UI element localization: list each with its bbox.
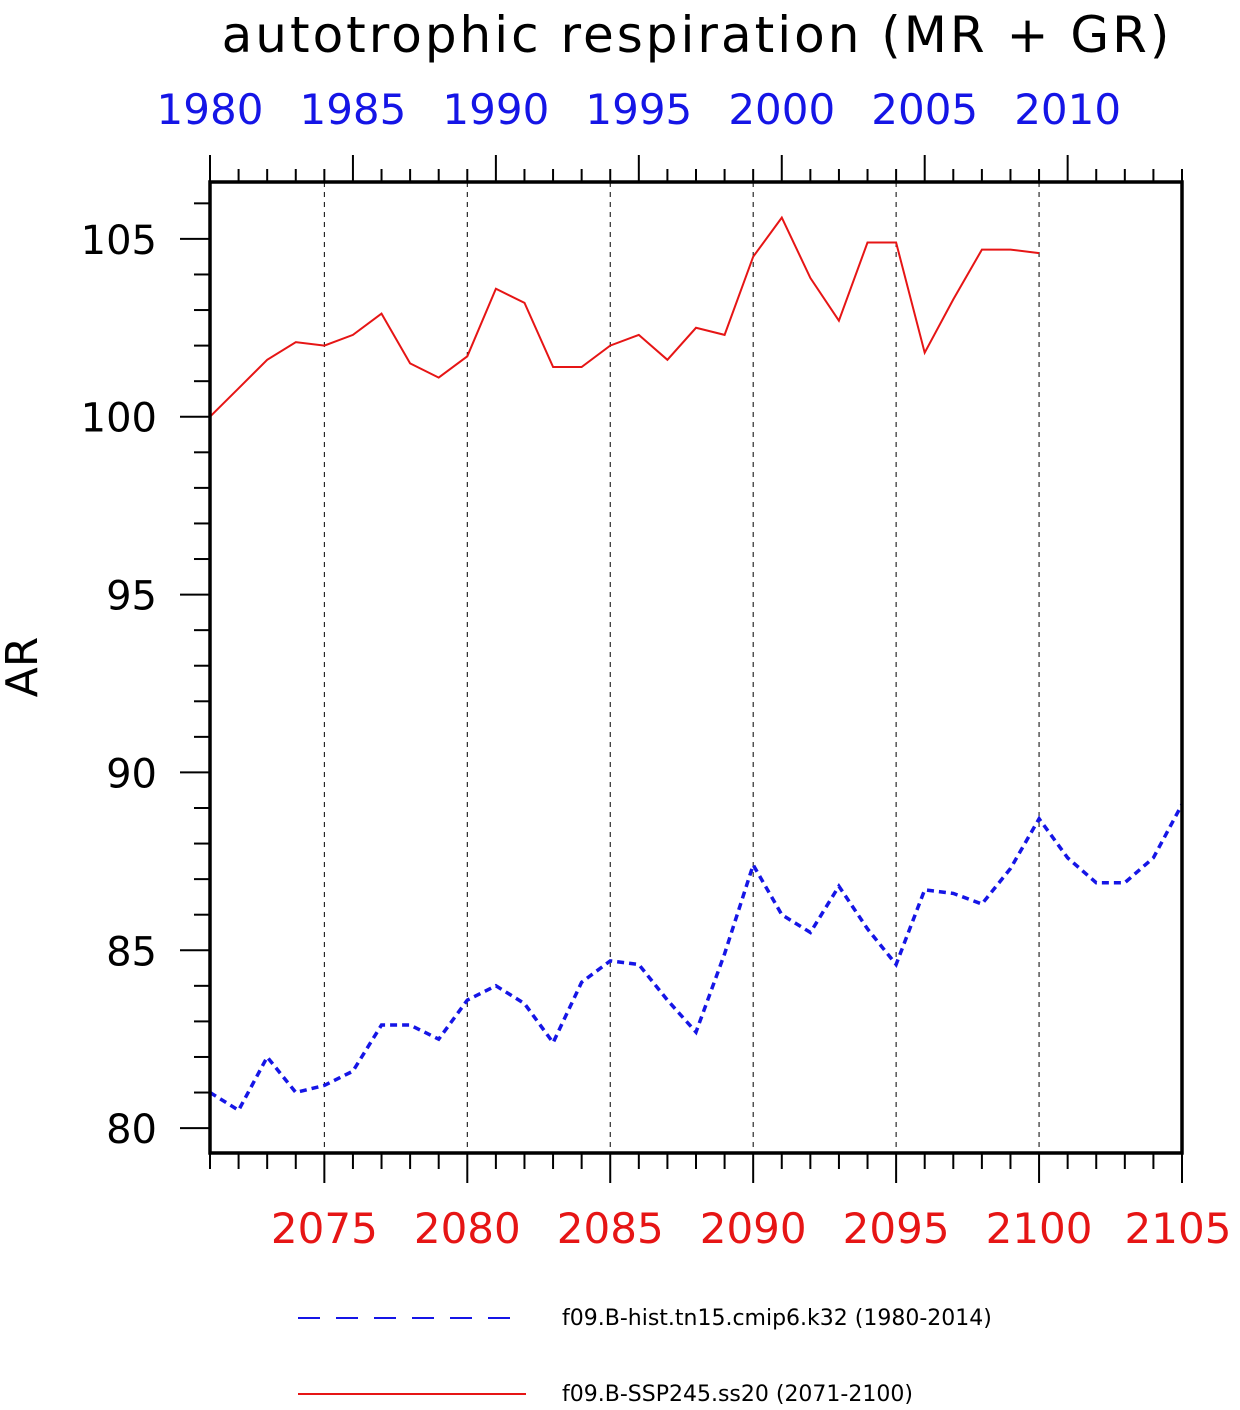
- top-tick-label: 2010: [1014, 85, 1121, 134]
- bottom-tick-label: 2080: [414, 1204, 521, 1253]
- vertical-grid: [323, 182, 1040, 1153]
- series-line-ssp245: [209, 215, 1040, 418]
- data-point-hist: [980, 903, 983, 906]
- data-point-hist: [923, 888, 926, 891]
- bottom-tick-label: 2105: [1125, 1204, 1232, 1253]
- y-tick-label: 80: [106, 1107, 157, 1153]
- data-point-hist: [552, 1041, 555, 1044]
- y-tick-labels: 80 85 90 95 100 105: [81, 218, 157, 1153]
- series-layer: [209, 215, 1184, 1113]
- y-tick-label: 100: [81, 396, 157, 442]
- top-tick-label: 1995: [585, 85, 692, 134]
- y-tick-label: 90: [106, 751, 157, 797]
- top-tick-label: 1980: [157, 85, 264, 134]
- data-point-hist: [266, 1055, 269, 1058]
- bottom-tick-label: 2100: [986, 1204, 1093, 1253]
- y-axis-label: AR: [0, 637, 48, 698]
- top-tick-label: 1985: [299, 85, 406, 134]
- legend-label-ssp245: f09.B-SSP245.ss20 (2071-2100): [562, 1382, 913, 1407]
- series-line-hist: [209, 803, 1184, 1113]
- y-tick-label: 95: [106, 574, 157, 620]
- bottom-axis-tick-labels: 2075 2080 2085 2090 2095 2100 2105: [271, 1204, 1232, 1253]
- bottom-tick-label: 2090: [700, 1204, 807, 1253]
- top-tick-label: 2005: [871, 85, 978, 134]
- plot-frame: [208, 180, 1184, 1155]
- legend: f09.B-hist.tn15.cmip6.k32 (1980-2014) f0…: [298, 1306, 992, 1407]
- y-tick-label: 105: [81, 218, 157, 264]
- bottom-tick-label: 2095: [843, 1204, 950, 1253]
- top-tick-label: 1990: [442, 85, 549, 134]
- y-tick-label: 85: [106, 929, 157, 975]
- top-tick-label: 2000: [728, 85, 835, 134]
- data-point-hist: [637, 963, 640, 966]
- top-axis-tick-labels: 1980 1985 1990 1995 2000 2005 2010: [157, 85, 1122, 134]
- chart-title: autotrophic respiration (MR + GR): [222, 6, 1173, 64]
- data-point-hist: [237, 1109, 240, 1112]
- data-point-hist: [780, 913, 783, 916]
- bottom-tick-label: 2075: [271, 1204, 378, 1253]
- axis-ticks: [180, 155, 1183, 1183]
- data-point-hist: [351, 1070, 354, 1073]
- legend-label-hist: f09.B-hist.tn15.cmip6.k32 (1980-2014): [562, 1306, 992, 1331]
- bottom-tick-label: 2085: [557, 1204, 664, 1253]
- data-point-hist: [523, 1002, 526, 1005]
